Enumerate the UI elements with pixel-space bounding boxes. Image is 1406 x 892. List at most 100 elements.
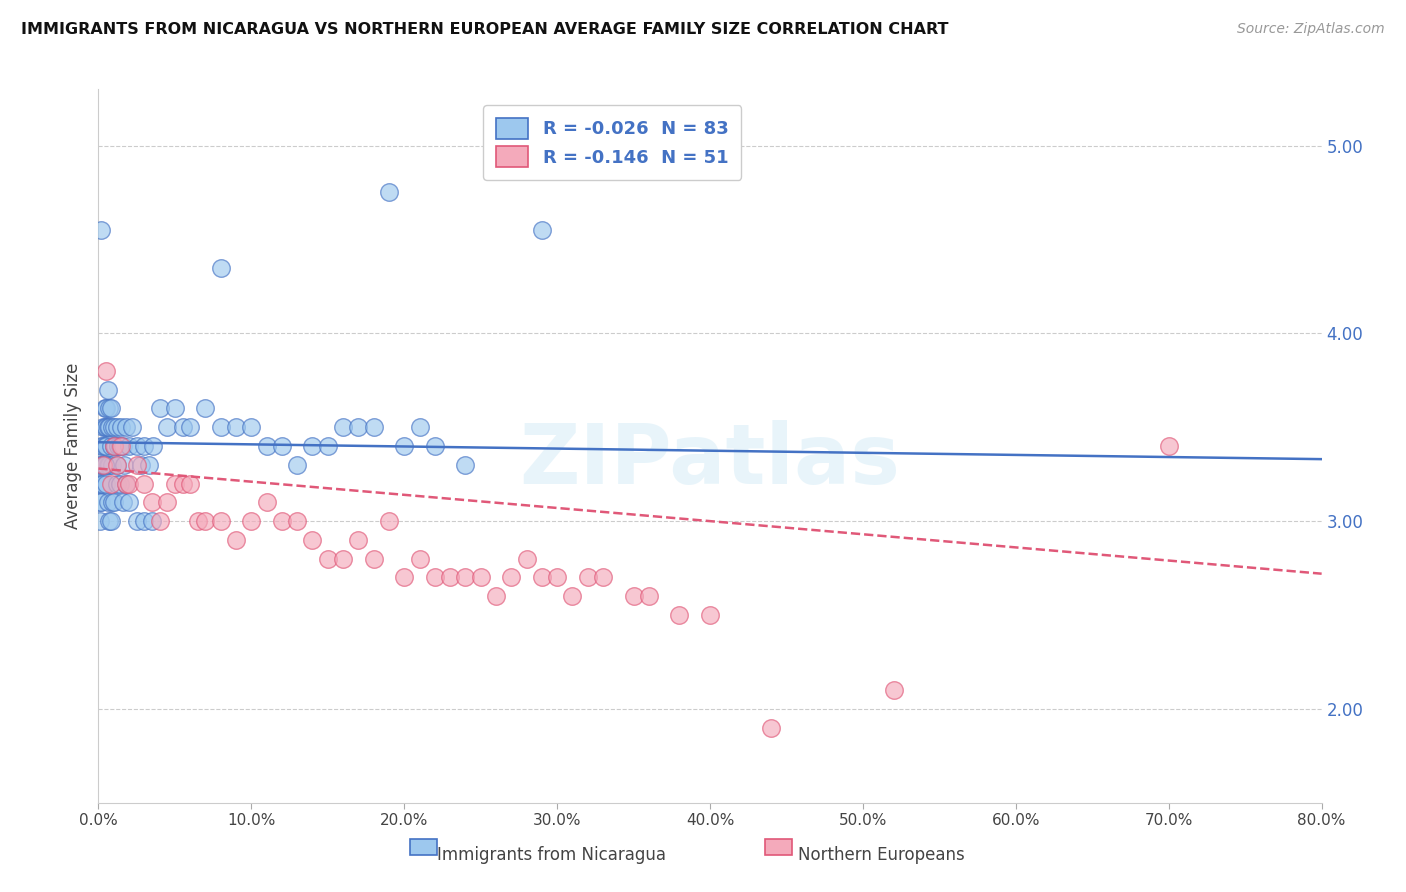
Text: Immigrants from Nicaragua: Immigrants from Nicaragua	[436, 846, 665, 863]
Point	[316, 551, 339, 566]
Point	[501, 570, 523, 584]
Point	[516, 551, 538, 566]
Point	[103, 420, 125, 434]
Point	[105, 476, 128, 491]
Point	[392, 570, 416, 584]
Point	[90, 495, 112, 509]
Point	[301, 439, 323, 453]
Point	[90, 439, 112, 453]
Point	[112, 458, 135, 472]
Point	[104, 439, 127, 453]
Point	[561, 589, 583, 603]
Point	[118, 495, 141, 509]
Point	[187, 514, 209, 528]
Point	[98, 420, 121, 434]
Point	[91, 458, 114, 472]
Point	[301, 533, 323, 547]
Point	[111, 439, 134, 453]
Point	[105, 420, 128, 434]
Point	[110, 420, 132, 434]
Point	[100, 439, 122, 453]
Point	[100, 514, 122, 528]
Text: IMMIGRANTS FROM NICARAGUA VS NORTHERN EUROPEAN AVERAGE FAMILY SIZE CORRELATION C: IMMIGRANTS FROM NICARAGUA VS NORTHERN EU…	[21, 22, 949, 37]
Point	[225, 533, 247, 547]
Point	[103, 439, 125, 453]
Point	[101, 458, 124, 472]
Point	[347, 533, 370, 547]
Point	[110, 439, 132, 453]
Point	[90, 476, 112, 491]
Point	[91, 458, 114, 472]
Point	[91, 476, 114, 491]
Point	[141, 514, 163, 528]
Point	[172, 476, 194, 491]
Point	[134, 476, 156, 491]
Point	[637, 589, 661, 603]
Point	[378, 514, 401, 528]
Y-axis label: Average Family Size: Average Family Size	[65, 363, 83, 529]
Point	[332, 551, 354, 566]
Point	[94, 420, 117, 434]
Point	[347, 420, 370, 434]
Point	[194, 401, 217, 416]
Point	[141, 495, 163, 509]
Point	[89, 476, 111, 491]
Point	[93, 401, 115, 416]
Point	[94, 401, 117, 416]
Point	[125, 514, 148, 528]
Point	[94, 364, 117, 378]
Point	[125, 458, 148, 472]
Point	[101, 495, 124, 509]
Point	[100, 476, 122, 491]
Point	[89, 514, 111, 528]
Point	[485, 589, 508, 603]
Point	[134, 439, 156, 453]
Point	[592, 570, 614, 584]
Point	[423, 439, 446, 453]
Point	[759, 721, 782, 735]
Text: ZIPatlas: ZIPatlas	[520, 420, 900, 500]
Point	[179, 420, 201, 434]
Point	[454, 458, 477, 472]
Point	[225, 420, 247, 434]
Point	[91, 439, 114, 453]
Point	[194, 514, 217, 528]
Point	[134, 514, 156, 528]
Point	[108, 476, 131, 491]
Point	[142, 439, 165, 453]
Point	[105, 458, 128, 472]
Point	[94, 439, 117, 453]
Point	[91, 420, 114, 434]
Point	[121, 420, 143, 434]
Point	[94, 476, 117, 491]
Point	[240, 514, 263, 528]
Point	[90, 223, 112, 237]
Point	[423, 570, 446, 584]
Point	[363, 420, 385, 434]
Point	[256, 439, 278, 453]
Point	[93, 458, 115, 472]
Point	[97, 495, 120, 509]
Point	[105, 458, 128, 472]
Point	[576, 570, 599, 584]
Point	[115, 476, 138, 491]
Point	[470, 570, 492, 584]
Point	[97, 458, 120, 472]
Legend: R = -0.026  N = 83, R = -0.146  N = 51: R = -0.026 N = 83, R = -0.146 N = 51	[484, 105, 741, 179]
Point	[108, 439, 131, 453]
Point	[408, 420, 430, 434]
Point	[1157, 439, 1180, 453]
Point	[103, 495, 125, 509]
Point	[668, 607, 690, 622]
Point	[392, 439, 416, 453]
Point	[408, 551, 430, 566]
Point	[149, 514, 172, 528]
Point	[101, 420, 124, 434]
Point	[100, 401, 122, 416]
Point	[89, 495, 111, 509]
Point	[98, 514, 121, 528]
Point	[530, 570, 553, 584]
Point	[138, 458, 160, 472]
Point	[454, 570, 477, 584]
Point	[115, 420, 138, 434]
